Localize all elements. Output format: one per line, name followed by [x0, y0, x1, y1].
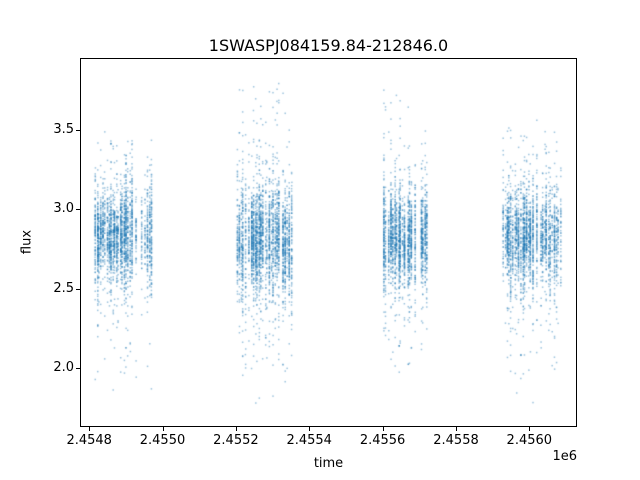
x-axis-offset-label: 1e6 [552, 449, 577, 464]
x-tick-mark [309, 427, 311, 431]
x-tick-mark [235, 427, 237, 431]
y-tick-mark [76, 288, 80, 290]
x-tick-label: 2.4550 [139, 433, 186, 448]
y-tick-mark [76, 368, 80, 370]
x-tick-mark [162, 427, 164, 431]
x-tick-label: 2.4554 [286, 433, 332, 448]
x-tick-mark [89, 427, 91, 431]
x-tick-label: 2.4552 [213, 433, 259, 448]
chart-title: 1SWASPJ084159.84-212846.0 [208, 36, 449, 55]
x-tick-label: 2.4548 [66, 433, 112, 448]
x-tick-mark [529, 427, 531, 431]
x-tick-mark [456, 427, 457, 431]
plot-area [80, 58, 577, 427]
y-tick-label: 3.0 [53, 201, 74, 217]
y-tick-label: 2.0 [53, 360, 74, 376]
x-tick-mark [382, 427, 384, 431]
x-axis-label: time [313, 456, 344, 471]
y-tick-label: 3.5 [53, 121, 74, 137]
y-tick-label: 2.5 [53, 280, 74, 296]
x-tick-label: 2.4558 [433, 433, 479, 448]
x-tick-label: 2.4556 [359, 433, 406, 448]
y-tick-mark [76, 129, 80, 131]
x-tick-label: 2.4560 [506, 433, 553, 448]
scatter-points-canvas [81, 59, 576, 426]
y-axis-label: flux [19, 229, 35, 255]
y-tick-mark [76, 209, 80, 211]
